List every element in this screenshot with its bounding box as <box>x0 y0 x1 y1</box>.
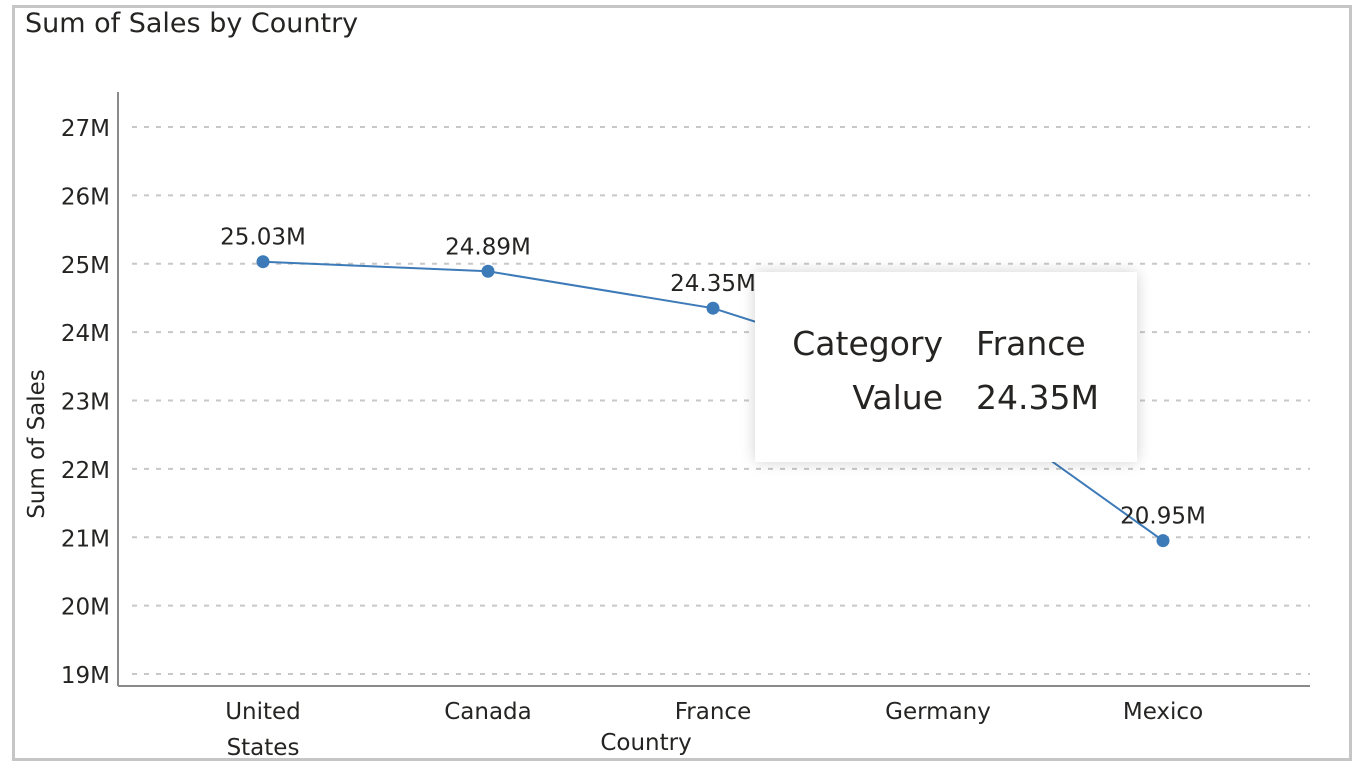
data-label: 24.35M <box>670 271 756 297</box>
tooltip-row-category: Category France <box>755 324 1137 364</box>
x-tick-label: Mexico <box>1123 699 1203 725</box>
data-label: 25.03M <box>220 225 306 251</box>
gridlines <box>132 126 1310 675</box>
y-tick-label: 24M <box>61 321 110 347</box>
tooltip-key: Category <box>792 324 943 363</box>
y-tick-label: 26M <box>61 184 110 210</box>
data-point[interactable] <box>256 255 270 269</box>
tooltip: Category France Value 24.35M <box>755 272 1137 462</box>
x-tick-labels: United States Canada France Germany Mexico <box>225 699 1203 761</box>
y-tick-label: 23M <box>61 390 110 416</box>
chart-title: Sum of Sales by Country <box>25 8 359 39</box>
x-axis-title: Country <box>600 730 691 756</box>
tooltip-value: France <box>976 324 1086 363</box>
x-tick-label: France <box>675 699 751 725</box>
data-label: 24.89M <box>445 234 531 260</box>
axes <box>117 92 1310 687</box>
data-labels: 25.03M 24.89M 24.35M 20.95M <box>220 225 1206 530</box>
x-tick-label: Canada <box>444 699 532 725</box>
y-tick-label: 25M <box>61 253 110 279</box>
data-point[interactable] <box>481 264 495 278</box>
y-tick-label: 27M <box>61 116 110 142</box>
data-label: 20.95M <box>1120 504 1206 530</box>
x-tick-label: Germany <box>885 699 991 725</box>
tooltip-key: Value <box>852 378 943 417</box>
data-point[interactable] <box>706 301 720 315</box>
x-tick-label: United States <box>225 699 301 761</box>
data-point[interactable] <box>1156 534 1170 548</box>
tooltip-value: 24.35M <box>976 378 1099 417</box>
y-tick-label: 22M <box>61 458 110 484</box>
y-tick-label: 20M <box>61 595 110 621</box>
y-tick-label: 21M <box>61 526 110 552</box>
y-axis-title: Sum of Sales <box>24 369 50 519</box>
y-tick-labels: 19M 20M 21M 22M 23M 24M 25M 26M 27M <box>61 116 110 689</box>
y-tick-label: 19M <box>61 663 110 689</box>
tooltip-row-value: Value 24.35M <box>755 378 1137 418</box>
